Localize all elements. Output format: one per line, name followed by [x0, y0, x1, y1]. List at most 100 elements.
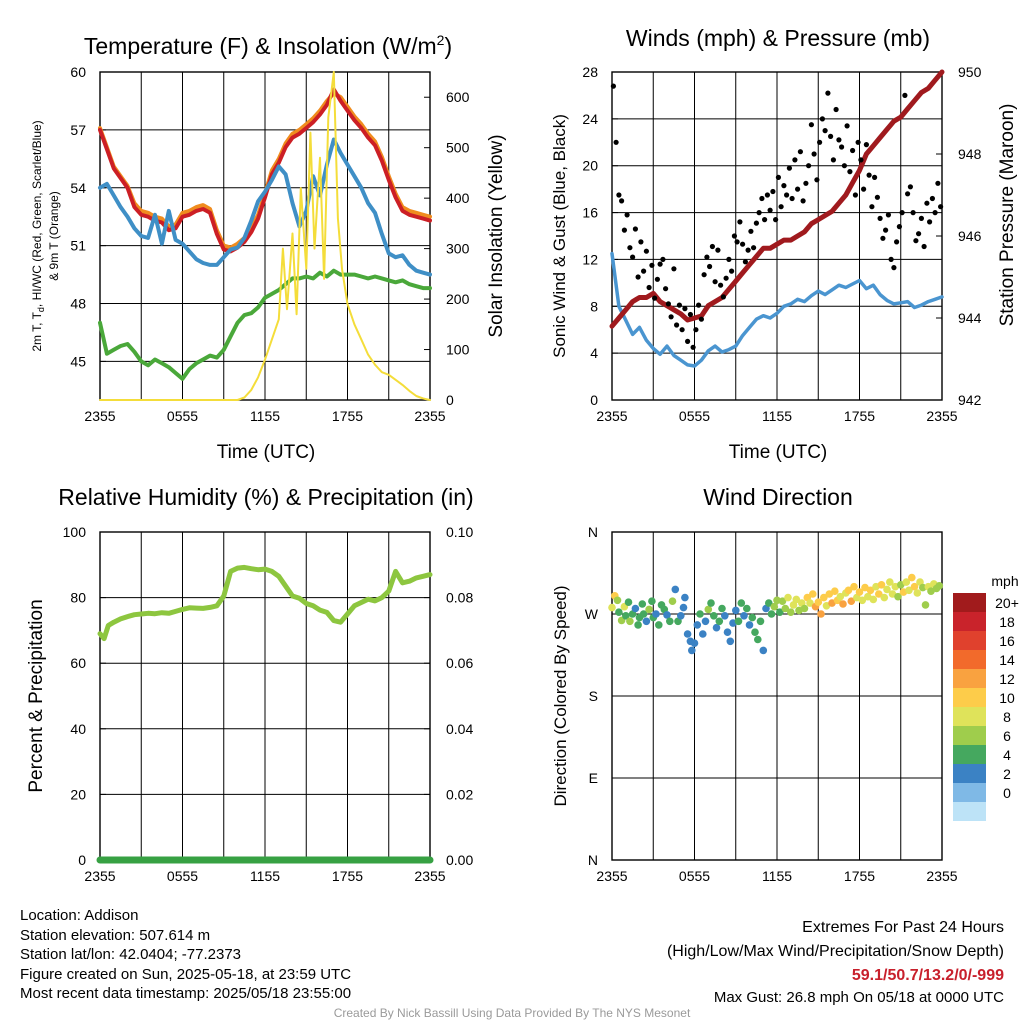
gust-point — [616, 192, 622, 198]
gust-point — [918, 215, 925, 221]
gust-point — [753, 220, 760, 226]
gust-point — [665, 301, 672, 307]
direction-point — [814, 598, 823, 606]
gust-point — [855, 139, 861, 145]
gust-point — [792, 157, 798, 163]
y-tick-label: 24 — [582, 111, 598, 127]
gust-point — [847, 169, 853, 175]
extremes-heading: Extremes For Past 24 Hours — [802, 919, 1004, 936]
gust-point — [891, 265, 897, 271]
direction-point — [683, 630, 692, 638]
gust-point — [825, 90, 831, 96]
direction-point — [770, 602, 779, 611]
station-info: Location: Addison Station elevation: 507… — [20, 906, 351, 1004]
direction-point — [743, 604, 751, 613]
gust-point — [660, 256, 666, 262]
gust-point — [764, 192, 771, 198]
y-tick-label: 20 — [70, 786, 86, 802]
gust-point — [649, 262, 655, 268]
direction-point — [732, 606, 740, 615]
gust-point — [775, 174, 782, 180]
y2-tick-label: 944 — [958, 310, 982, 326]
y-tick-label: 28 — [582, 64, 598, 80]
direction-point — [905, 586, 913, 595]
x-tick-label: 1755 — [332, 868, 363, 884]
x-axis-label: Time (UTC) — [729, 442, 828, 463]
winds-pressure-chart: 2355 0555 1155 1755 235504812162024289429449… — [550, 25, 1018, 463]
x-tick-label: 0555 — [167, 868, 198, 884]
gust-point — [833, 106, 839, 113]
direction-point — [902, 578, 911, 586]
direction-point — [820, 593, 828, 602]
x-tick-label: 2355 — [84, 408, 115, 424]
gust-point — [888, 256, 894, 262]
y-tick-label: 4 — [590, 345, 598, 361]
legend-swatch — [953, 688, 986, 707]
gust-point — [627, 245, 633, 251]
y-axis-label: Sonic Wind & Gust (Blue, Black) — [550, 114, 569, 358]
x-tick-label: 1155 — [250, 408, 280, 424]
direction-point — [778, 597, 787, 605]
gust-point — [638, 239, 644, 245]
y-tick-label: S — [589, 688, 598, 704]
legend-swatch — [953, 612, 986, 631]
y-tick-label: 48 — [70, 296, 86, 312]
direction-point — [875, 590, 883, 598]
gust-point — [927, 219, 933, 225]
direction-point — [831, 587, 839, 595]
legend-swatch — [953, 650, 986, 669]
y-tick-label: N — [588, 852, 598, 868]
gust-point — [808, 122, 815, 128]
gust-point — [800, 198, 806, 204]
gust-point — [784, 192, 790, 198]
gust-point — [657, 261, 663, 267]
gust-point — [632, 226, 639, 232]
gust-point — [811, 151, 817, 157]
gust-point — [869, 204, 875, 210]
gust-point — [621, 227, 628, 233]
direction-point — [908, 573, 916, 582]
gust-point — [737, 219, 743, 225]
direction-point — [784, 593, 792, 602]
y-tick-label: 60 — [70, 655, 86, 671]
gust-point — [726, 256, 732, 262]
gust-point — [896, 224, 903, 230]
gust-point — [817, 139, 823, 145]
gust-point — [863, 142, 870, 148]
gust-point — [701, 272, 707, 278]
y2-tick-label: 948 — [958, 146, 982, 162]
gust-point — [781, 183, 787, 189]
direction-point — [740, 612, 748, 620]
direction-point — [608, 603, 616, 612]
y-tick-label: 45 — [70, 353, 86, 369]
y-axis-label-line2: & 9m T (Orange) — [47, 191, 61, 281]
direction-point — [704, 605, 713, 614]
direction-point — [668, 597, 677, 605]
legend-swatch — [953, 745, 986, 764]
x-tick-label: 1155 — [250, 868, 280, 884]
y2-tick-label: 0 — [446, 392, 454, 408]
direction-point — [776, 608, 784, 616]
gust-point — [883, 227, 889, 233]
gust-point — [756, 210, 762, 216]
y2-tick-label: 950 — [958, 64, 982, 80]
y2-tick-label: 942 — [958, 392, 982, 408]
gust-point — [610, 83, 617, 89]
gust-point — [929, 195, 936, 202]
series-line — [98, 268, 432, 381]
direction-point — [681, 593, 689, 602]
gust-point — [704, 254, 710, 260]
gust-point — [682, 306, 688, 312]
x-tick-label: 1755 — [332, 408, 363, 424]
direction-point — [642, 617, 651, 626]
direction-point — [737, 599, 746, 607]
direction-point — [631, 604, 640, 613]
direction-point — [745, 621, 754, 629]
gust-point — [866, 172, 872, 178]
direction-point — [792, 595, 801, 604]
gust-point — [646, 284, 652, 291]
gust-point — [819, 116, 826, 122]
gust-point — [767, 207, 773, 213]
extremes-subheading: (High/Low/Max Wind/Precipitation/Snow De… — [666, 943, 1004, 960]
y-axis-label: Percent & Precipitation — [26, 599, 47, 792]
